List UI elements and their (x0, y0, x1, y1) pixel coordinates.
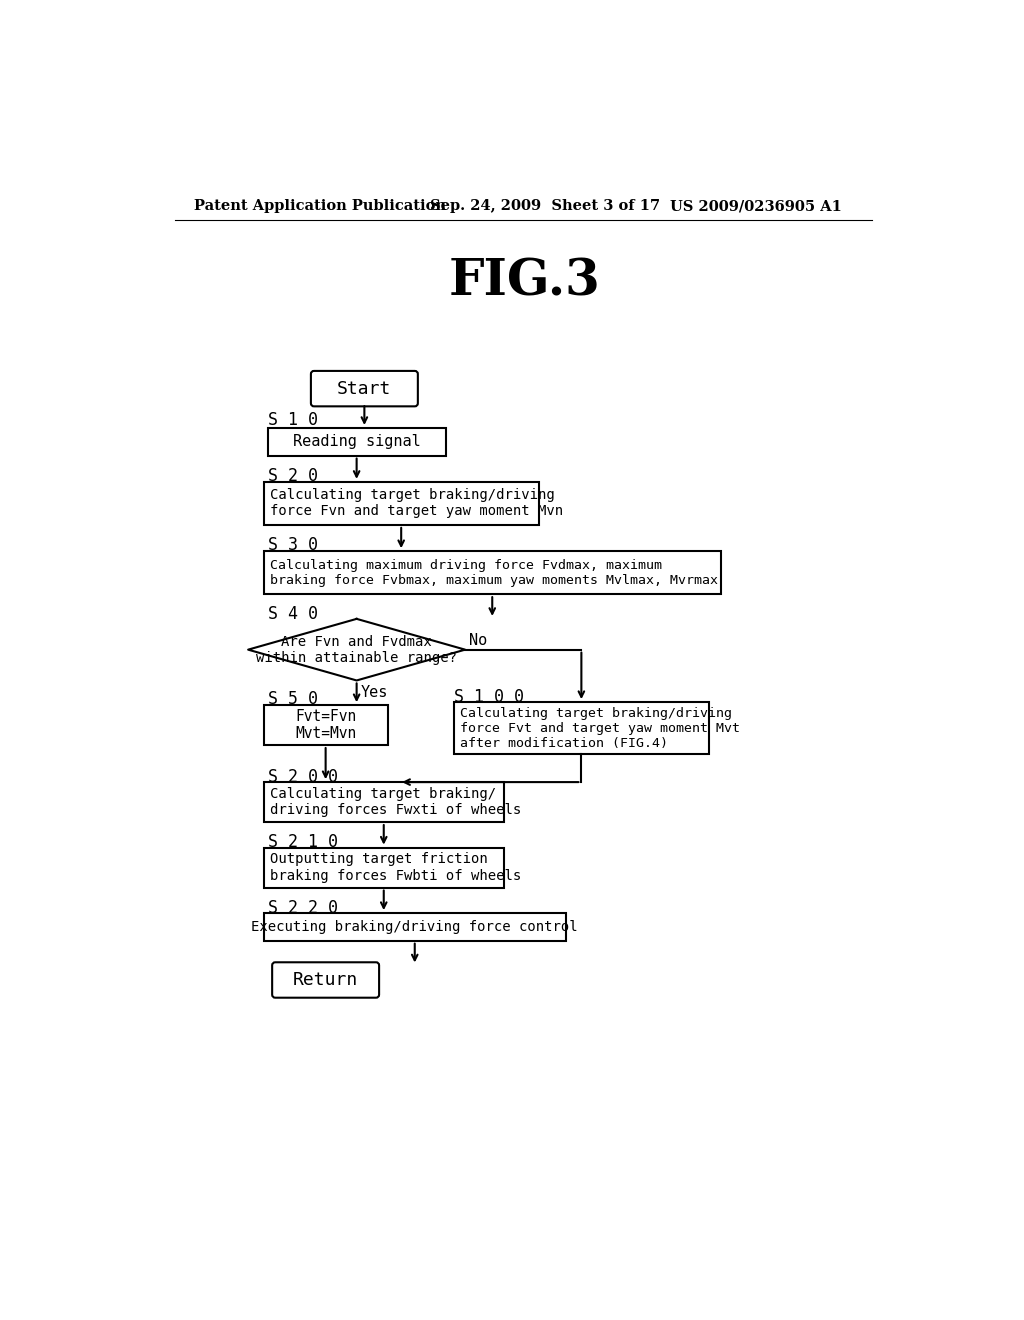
Text: S 4 0: S 4 0 (267, 606, 317, 623)
Text: Patent Application Publication: Patent Application Publication (194, 199, 445, 213)
Text: Calculating maximum driving force Fvdmax, maximum
braking force Fvbmax, maximum : Calculating maximum driving force Fvdmax… (270, 558, 718, 586)
Text: Calculating target braking/driving
force Fvt and target yaw moment Mvt
after mod: Calculating target braking/driving force… (460, 706, 739, 750)
Bar (267, 428, 445, 455)
Text: US 2009/0236905 A1: US 2009/0236905 A1 (671, 199, 843, 213)
Text: Yes: Yes (360, 685, 388, 700)
Text: S 1 0: S 1 0 (267, 412, 317, 429)
Text: S 3 0: S 3 0 (267, 536, 317, 554)
Bar (454, 702, 710, 755)
Text: S 2 0 0: S 2 0 0 (267, 768, 338, 785)
Text: Are Fvn and Fvdmax
within attainable range?: Are Fvn and Fvdmax within attainable ran… (256, 635, 457, 665)
Text: Reading signal: Reading signal (293, 434, 421, 449)
FancyBboxPatch shape (311, 371, 418, 407)
Text: S 2 0: S 2 0 (267, 467, 317, 484)
Text: Sep. 24, 2009  Sheet 3 of 17: Sep. 24, 2009 Sheet 3 of 17 (430, 199, 660, 213)
Text: Calculating target braking/
driving forces Fwxti of wheels: Calculating target braking/ driving forc… (270, 787, 521, 817)
Bar (263, 847, 504, 887)
Bar (263, 552, 721, 594)
Polygon shape (248, 619, 465, 681)
Text: S 1 0 0: S 1 0 0 (454, 688, 523, 706)
Text: Executing braking/driving force control: Executing braking/driving force control (252, 920, 579, 933)
Text: S 2 2 0: S 2 2 0 (267, 899, 338, 916)
Text: S 2 1 0: S 2 1 0 (267, 833, 338, 851)
Text: FIG.3: FIG.3 (449, 257, 601, 306)
Text: Outputting target friction
braking forces Fwbti of wheels: Outputting target friction braking force… (270, 853, 521, 883)
Bar (263, 705, 388, 744)
Text: Calculating target braking/driving
force Fvn and target yaw moment Mvn: Calculating target braking/driving force… (270, 488, 563, 519)
Bar (263, 781, 504, 822)
Text: Return: Return (293, 972, 358, 989)
Text: Fvt=Fvn
Mvt=Mvn: Fvt=Fvn Mvt=Mvn (295, 709, 356, 742)
FancyBboxPatch shape (272, 962, 379, 998)
Text: No: No (469, 632, 487, 648)
Bar (263, 913, 566, 941)
Text: S 5 0: S 5 0 (267, 690, 317, 708)
Bar (263, 482, 539, 525)
Text: Start: Start (337, 380, 391, 397)
